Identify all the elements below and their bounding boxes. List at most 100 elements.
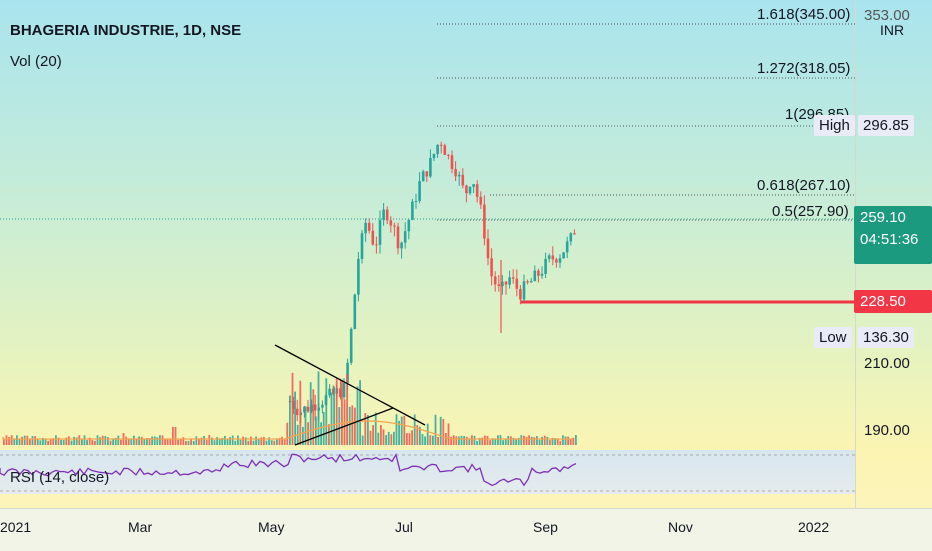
candle-body — [526, 281, 529, 283]
volume-bar — [57, 437, 60, 445]
volume-bar — [468, 438, 471, 445]
volume-bar — [226, 439, 229, 445]
volume-bar — [26, 435, 29, 445]
volume-bar — [68, 436, 70, 445]
volume-bar — [286, 422, 289, 445]
volume-bar — [218, 439, 221, 445]
volume-bar — [172, 427, 174, 445]
volume-bar — [304, 406, 307, 445]
fib-level-1618: 1.618(345.00) — [757, 6, 851, 23]
volume-bar — [239, 439, 242, 445]
volume-bar — [471, 435, 473, 445]
volume-bar — [528, 435, 530, 445]
candle-body — [465, 185, 468, 194]
volume-bar — [481, 437, 484, 445]
volume-bar — [489, 440, 491, 445]
volume-bar — [185, 440, 187, 445]
candle-body — [421, 171, 425, 182]
low-label: Low — [814, 327, 852, 348]
volume-bar — [229, 437, 231, 445]
current-price-badge: 259.10 04:51:36 — [854, 206, 932, 264]
volume-bar — [299, 380, 302, 445]
volume-bar — [73, 436, 75, 445]
candle-body — [472, 184, 475, 187]
trendline-lower — [294, 407, 394, 446]
volume-bar — [465, 436, 468, 445]
time-axis[interactable]: 2021 Mar May Jul Sep Nov 2022 — [0, 508, 932, 551]
current-price: 259.10 — [860, 209, 906, 226]
candle-body — [493, 276, 497, 285]
volume-bar — [135, 439, 138, 445]
volume-bar — [463, 436, 465, 445]
candle-body — [504, 281, 508, 285]
volume-bar — [369, 430, 372, 445]
volume-bar — [36, 439, 39, 445]
volume-bar — [62, 439, 65, 445]
volume-bar — [403, 415, 406, 445]
volume-bar — [354, 407, 356, 445]
candle-body — [479, 196, 483, 205]
volume-bar — [302, 426, 304, 445]
volume-bar — [96, 435, 99, 445]
volume-bar — [393, 431, 395, 445]
candle-body — [555, 259, 558, 263]
candle-body — [303, 406, 306, 413]
volume-bar — [190, 439, 192, 445]
volume-bar — [86, 440, 88, 445]
volume-bar — [559, 440, 562, 445]
volume-bar — [109, 440, 112, 445]
volume-bar — [510, 436, 512, 445]
volume-bar — [148, 438, 151, 445]
candle-body — [558, 258, 562, 263]
volume-bar — [231, 435, 234, 445]
volume-bar — [395, 414, 398, 445]
volume-bar — [551, 437, 554, 445]
volume-bar — [549, 440, 551, 445]
candle-body — [396, 226, 400, 249]
volume-bar — [130, 439, 133, 445]
candle-body — [573, 233, 576, 235]
volume-bar — [372, 425, 374, 445]
volume-bar — [21, 436, 23, 445]
candle-body — [501, 281, 504, 287]
volume-bar — [120, 440, 122, 445]
volume-bar — [447, 423, 450, 445]
volume-bar — [538, 439, 541, 445]
candle-body — [364, 222, 367, 234]
volume-bar — [515, 438, 517, 445]
volume-bar — [177, 439, 179, 445]
volume-bar — [504, 439, 507, 445]
candle-body — [519, 288, 522, 300]
volume-bar — [208, 435, 211, 445]
volume-bar — [127, 439, 130, 445]
candle-body — [468, 186, 472, 194]
candle-body — [565, 241, 569, 253]
volume-bar — [445, 433, 447, 445]
volume-bar — [29, 439, 31, 445]
rsi-label[interactable]: RSI (14, close) — [10, 469, 110, 486]
volume-bar — [49, 439, 52, 445]
volume-bar — [44, 439, 47, 445]
volume-bar — [153, 436, 156, 445]
volume-bar — [426, 423, 429, 445]
volume-bar — [486, 435, 489, 445]
volume-bar — [411, 430, 413, 445]
candle-body — [389, 220, 393, 226]
volume-bar — [556, 438, 559, 445]
volume-bar — [416, 425, 419, 445]
volume-bar — [23, 435, 26, 445]
candle-body — [378, 220, 382, 245]
volume-bar — [151, 436, 153, 445]
volume-bar — [400, 416, 403, 445]
candle-body — [540, 273, 544, 276]
volume-bar — [195, 436, 198, 445]
volume-bar — [125, 436, 127, 445]
volume-bar — [242, 436, 244, 445]
volume-bar — [364, 413, 367, 445]
volume-bar — [338, 407, 341, 445]
candle-body — [328, 388, 331, 396]
candle-body — [511, 277, 515, 279]
volume-indicator-label[interactable]: Vol (20) — [10, 53, 62, 70]
volume-bar — [174, 427, 177, 445]
